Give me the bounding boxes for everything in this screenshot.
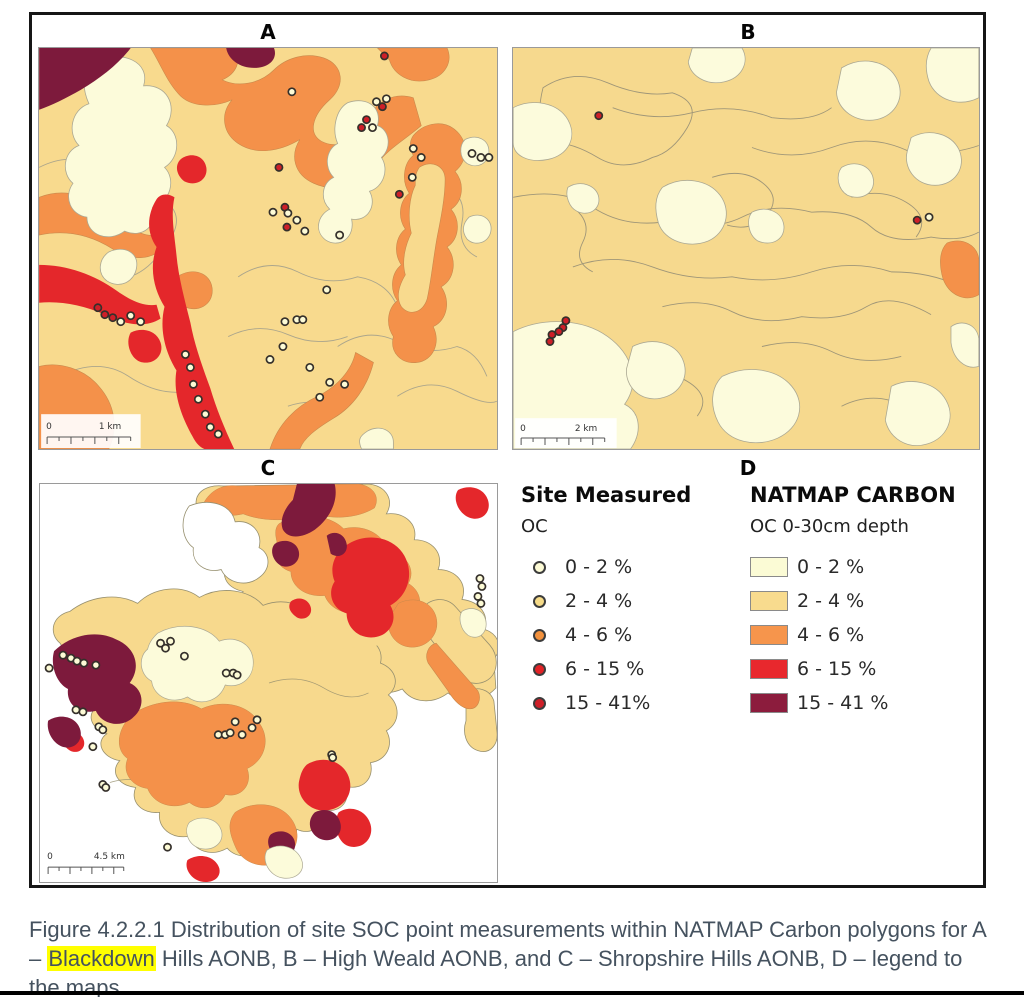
map-c-white-notch xyxy=(182,502,269,584)
map-a-scale-zero: 0 xyxy=(46,422,52,432)
site-class-5-marker-icon xyxy=(533,696,546,710)
legend-natmap-row: 0 - 2 % xyxy=(750,550,980,584)
natmap-class-5-swatch xyxy=(750,693,788,713)
legend-site-rows: 0 - 2 % 2 - 4 % 4 - 6 % 6 - 15 % 15 - 41… xyxy=(521,550,736,720)
map-c-canvas: 0 4.5 km xyxy=(40,484,497,882)
panel-label-d: D xyxy=(739,456,757,480)
map-a-blackdown: 0 1 km xyxy=(38,47,498,450)
map-c-site-points xyxy=(44,574,487,852)
map-b-cream-regions xyxy=(513,48,979,449)
site-class-4-marker-icon xyxy=(533,662,546,676)
map-b-canvas: 0 2 km xyxy=(513,48,979,449)
map-c-scale-zero: 0 xyxy=(47,852,53,862)
map-b-scalebar: 0 2 km xyxy=(515,418,617,449)
legend-site-label: 2 - 4 % xyxy=(565,590,633,612)
map-a-red-regions xyxy=(39,155,235,449)
site-class-2-marker-icon xyxy=(533,594,546,608)
map-b-high-weald: 0 2 km xyxy=(512,47,980,450)
caption-part2: Hills AONB, B – High Weald AONB, and C –… xyxy=(29,946,963,997)
map-b-site-points xyxy=(545,111,934,346)
caption-part1: Figure 4.2.2.1 Distribution of site SOC … xyxy=(29,917,986,971)
figure-caption: Figure 4.2.2.1 Distribution of site SOC … xyxy=(29,915,991,997)
legend-site-title: Site Measured xyxy=(521,483,692,507)
legend-site-measured: Site Measured OC 0 - 2 % 2 - 4 % 4 - 6 %… xyxy=(521,483,736,720)
map-b-scale-zero: 0 xyxy=(520,424,526,434)
map-b-orange-region xyxy=(940,240,979,299)
map-a-cream-regions xyxy=(65,56,492,449)
legend-natmap-label: 15 - 41 % xyxy=(797,692,889,714)
legend-site-label: 4 - 6 % xyxy=(565,624,633,646)
legend-site-row: 6 - 15 % xyxy=(521,652,736,686)
natmap-class-4-swatch xyxy=(750,659,788,679)
legend-site-label: 6 - 15 % xyxy=(565,658,645,680)
map-a-scalebar: 0 1 km xyxy=(41,414,141,449)
map-a-maroon-regions xyxy=(39,48,275,110)
caption-highlight: Blackdown xyxy=(47,946,156,971)
legend-natmap-row: 2 - 4 % xyxy=(750,584,980,618)
page-bottom-rule xyxy=(0,991,1024,995)
legend-site-row: 0 - 2 % xyxy=(521,550,736,584)
legend-site-subtitle: OC xyxy=(521,516,548,537)
map-a-canvas: 0 1 km xyxy=(39,48,497,449)
legend-natmap-row: 6 - 15 % xyxy=(750,652,980,686)
legend-natmap-label: 6 - 15 % xyxy=(797,658,877,680)
legend-site-row: 15 - 41% xyxy=(521,686,736,720)
panel-label-b: B xyxy=(740,20,756,44)
legend-site-label: 15 - 41% xyxy=(565,692,651,714)
natmap-class-1-swatch xyxy=(750,557,788,577)
map-b-scale-dist: 2 km xyxy=(575,424,597,434)
map-a-site-points xyxy=(93,51,494,439)
legend-natmap-subtitle: OC 0-30cm depth xyxy=(750,516,909,537)
panel-label-c: C xyxy=(260,456,276,480)
site-class-3-marker-icon xyxy=(533,628,546,642)
natmap-class-2-swatch xyxy=(750,591,788,611)
map-a-tan-island xyxy=(398,163,446,313)
legend-natmap-label: 2 - 4 % xyxy=(797,590,865,612)
legend-natmap-rows: 0 - 2 % 2 - 4 % 4 - 6 % 6 - 15 % 15 - 41… xyxy=(750,550,980,720)
legend-site-row: 4 - 6 % xyxy=(521,618,736,652)
map-c-shropshire: 0 4.5 km xyxy=(39,483,498,883)
legend-natmap-label: 0 - 2 % xyxy=(797,556,865,578)
site-class-1-marker-icon xyxy=(533,560,546,574)
legend-natmap-row: 15 - 41 % xyxy=(750,686,980,720)
legend-natmap-label: 4 - 6 % xyxy=(797,624,865,646)
legend-site-label: 0 - 2 % xyxy=(565,556,633,578)
map-c-red-regions xyxy=(62,487,489,882)
legend-natmap-carbon: NATMAP CARBON OC 0-30cm depth 0 - 2 % 2 … xyxy=(750,483,980,720)
map-c-scalebar: 0 4.5 km xyxy=(42,844,154,881)
map-a-scale-dist: 1 km xyxy=(99,422,121,432)
natmap-class-3-swatch xyxy=(750,625,788,645)
map-c-scale-dist: 4.5 km xyxy=(94,852,125,862)
legend-natmap-row: 4 - 6 % xyxy=(750,618,980,652)
panel-label-a: A xyxy=(260,20,276,44)
legend-natmap-title: NATMAP CARBON xyxy=(750,483,956,507)
legend-site-row: 2 - 4 % xyxy=(521,584,736,618)
